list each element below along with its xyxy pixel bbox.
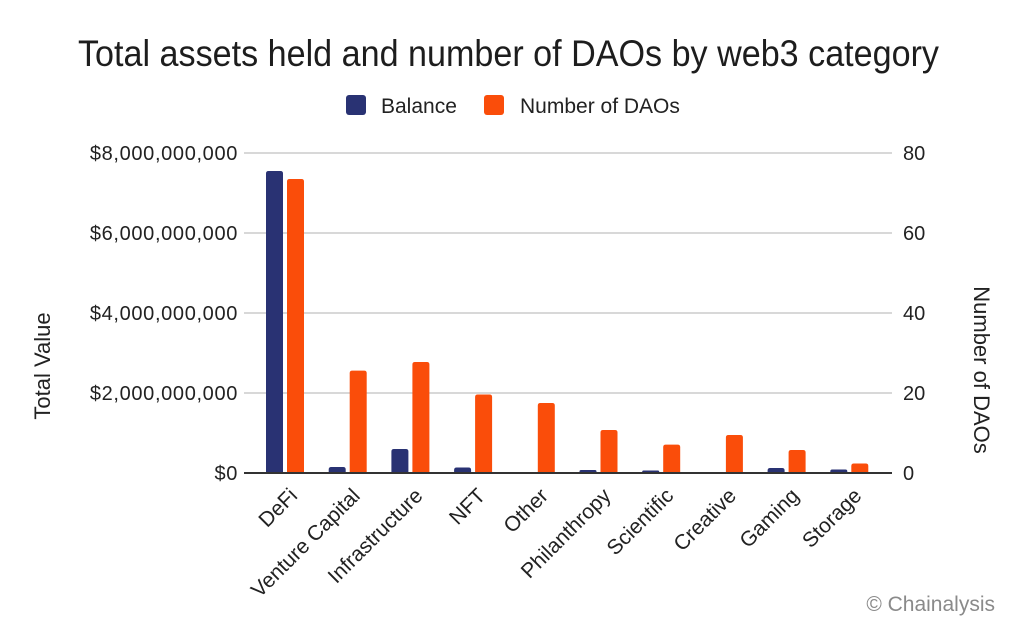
svg-text:$2,000,000,000: $2,000,000,000 (90, 383, 238, 405)
svg-text:© Chainalysis: © Chainalysis (866, 593, 995, 616)
svg-text:$8,000,000,000: $8,000,000,000 (90, 143, 238, 165)
svg-text:Number of DAOs: Number of DAOs (969, 286, 994, 454)
svg-text:20: 20 (903, 383, 925, 405)
svg-text:40: 40 (903, 303, 925, 325)
svg-text:$4,000,000,000: $4,000,000,000 (90, 303, 238, 325)
svg-text:Total Value: Total Value (30, 312, 55, 419)
svg-text:$6,000,000,000: $6,000,000,000 (90, 223, 238, 245)
svg-text:Number of DAOs: Number of DAOs (520, 95, 680, 118)
svg-text:60: 60 (903, 223, 925, 245)
svg-text:0: 0 (903, 463, 914, 485)
svg-text:$0: $0 (214, 463, 238, 485)
svg-text:Total assets held and number o: Total assets held and number of DAOs by … (78, 33, 939, 74)
svg-text:Balance: Balance (381, 95, 457, 118)
svg-text:80: 80 (903, 143, 925, 165)
